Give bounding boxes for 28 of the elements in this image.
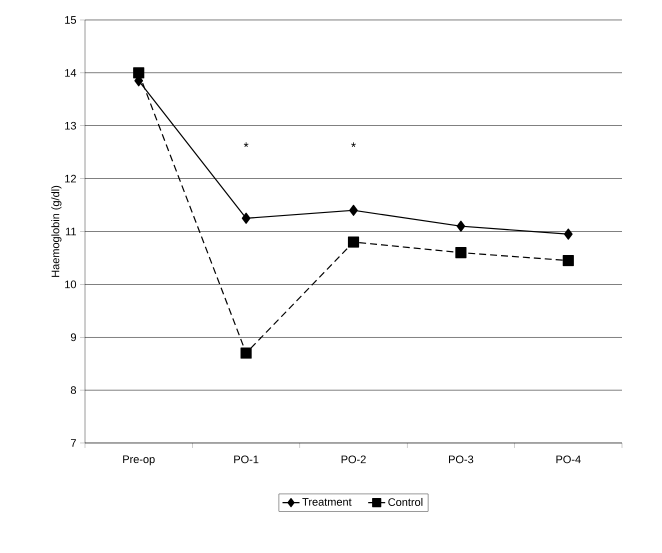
y-tick-label: 12 bbox=[65, 174, 76, 182]
point bbox=[456, 220, 466, 232]
legend-label: Treatment bbox=[302, 498, 352, 506]
y-tick-label: 9 bbox=[70, 333, 76, 342]
point bbox=[133, 67, 144, 78]
x-tick-label: PO-1 bbox=[234, 456, 258, 464]
point bbox=[564, 228, 573, 240]
legend-label: Control bbox=[388, 498, 422, 506]
x-tick-label: PO-3 bbox=[449, 456, 474, 464]
y-tick-label: 11 bbox=[66, 228, 76, 236]
y-tick-label: 8 bbox=[70, 386, 76, 394]
point bbox=[455, 247, 466, 258]
annotation: * bbox=[244, 142, 248, 147]
y-axis-title: Haemoglobin (g/dl) bbox=[51, 186, 62, 277]
point bbox=[348, 236, 360, 248]
x-tick-label: Pre-op bbox=[123, 455, 155, 466]
point bbox=[242, 212, 250, 224]
annotation: * bbox=[351, 142, 356, 147]
x-tick-label: PO-2 bbox=[342, 456, 366, 464]
y-tick-label: 13 bbox=[65, 122, 76, 130]
y-tick-label: 7 bbox=[70, 439, 76, 447]
point bbox=[562, 254, 574, 266]
point bbox=[349, 204, 358, 216]
x-tick-label: PO-4 bbox=[556, 456, 581, 464]
y-tick-label: 14 bbox=[65, 69, 76, 77]
y-tick-label: 15 bbox=[65, 16, 76, 24]
y-tick-label: 10 bbox=[65, 280, 76, 288]
point bbox=[240, 348, 252, 359]
